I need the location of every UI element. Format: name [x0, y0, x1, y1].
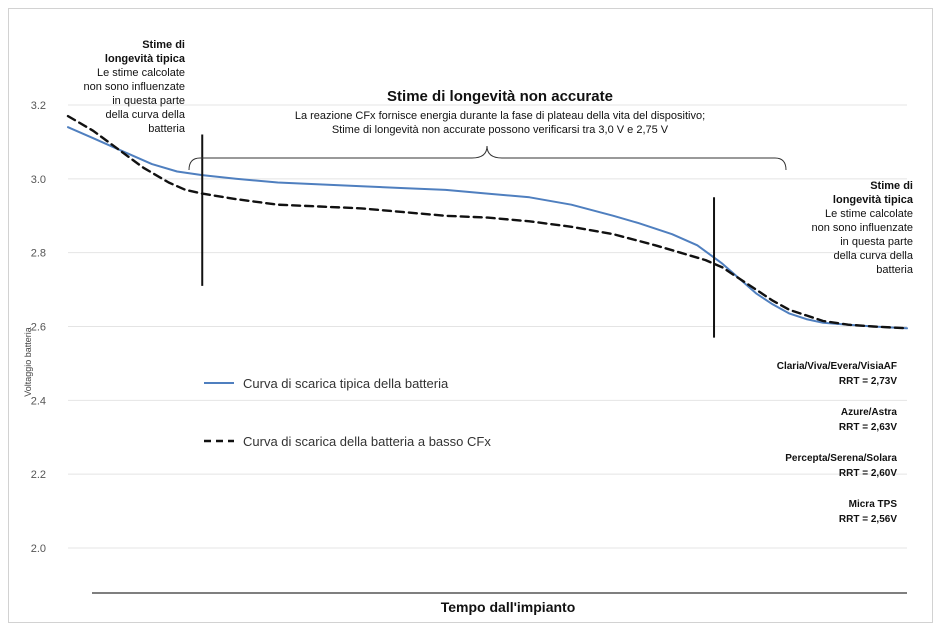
- rrt-device: Claria/Viva/Evera/VisiaAF: [777, 361, 897, 372]
- rrt-device: Micra TPS: [849, 499, 898, 510]
- right-note: Stime di longevità tipica Le stime calco…: [811, 180, 913, 276]
- y-tick-label: 3.0: [31, 174, 46, 186]
- rrt-value: RRT = 2,73V: [839, 376, 897, 387]
- middle-note-body-line: La reazione CFx fornisce energia durante…: [295, 110, 705, 122]
- y-tick-label: 2.4: [31, 395, 46, 407]
- right-note-title-line: Stime di: [870, 180, 913, 192]
- y-tick-label: 2.0: [31, 543, 46, 555]
- rrt-device: Azure/Astra: [841, 407, 898, 418]
- right-note-body-line: batteria: [876, 264, 914, 276]
- y-tick-label: 2.6: [31, 322, 46, 334]
- y-tick-label: 2.8: [31, 248, 46, 260]
- middle-note-body-line: Stime di longevità non accurate possono …: [332, 124, 669, 136]
- legend: Curva di scarica tipica della batteria C…: [204, 376, 491, 449]
- rrt-value: RRT = 2,63V: [839, 422, 897, 433]
- y-tick-label: 3.2: [31, 100, 46, 112]
- left-note: Stime di longevità tipica Le stime calco…: [83, 39, 185, 135]
- middle-note-title: Stime di longevità non accurate: [387, 88, 613, 105]
- y-tick-label: 2.2: [31, 469, 46, 481]
- left-note-title-line: longevità tipica: [105, 53, 186, 65]
- x-axis-label: Tempo dall'impianto: [441, 599, 576, 615]
- left-note-title-line: Stime di: [142, 39, 185, 51]
- legend-label-typical: Curva di scarica tipica della batteria: [243, 376, 449, 391]
- right-note-title-line: longevità tipica: [833, 194, 914, 206]
- rrt-list: Claria/Viva/Evera/VisiaAF RRT = 2,73V Az…: [777, 361, 898, 525]
- middle-note: Stime di longevità non accurate La reazi…: [295, 88, 705, 136]
- left-note-body-line: non sono influenzate: [83, 81, 185, 93]
- left-note-body-line: in questa parte: [112, 95, 185, 107]
- right-note-body-line: Le stime calcolate: [825, 208, 913, 220]
- series-low-cfx-line: [66, 114, 909, 330]
- left-note-body-line: batteria: [148, 123, 186, 135]
- left-note-body-line: Le stime calcolate: [97, 67, 185, 79]
- rrt-device: Percepta/Serena/Solara: [785, 453, 897, 464]
- right-note-body-line: in questa parte: [840, 236, 913, 248]
- left-note-body-line: della curva della: [106, 109, 186, 121]
- series-typical-line: [67, 126, 908, 330]
- y-axis-label: Voltaggio batteria: [23, 327, 33, 397]
- right-note-body-line: non sono influenzate: [811, 222, 913, 234]
- legend-label-low-cfx: Curva di scarica della batteria a basso …: [243, 434, 491, 449]
- plateau-brace: [188, 145, 787, 171]
- rrt-value: RRT = 2,60V: [839, 468, 897, 479]
- rrt-value: RRT = 2,56V: [839, 514, 897, 525]
- right-note-body-line: della curva della: [834, 250, 914, 262]
- chart-frame: [8, 8, 933, 623]
